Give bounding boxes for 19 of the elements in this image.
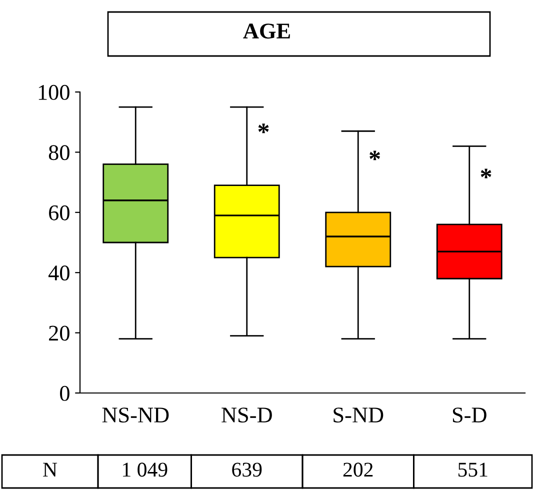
text: 639: [232, 462, 262, 477]
annotation: *: [258, 124, 269, 134]
text: 551: [458, 462, 488, 477]
annotation: *: [480, 168, 492, 178]
x-tick-label: NS-D: [222, 408, 272, 423]
y-tick-label: 80: [48, 145, 70, 160]
y-tick-label: 40: [48, 266, 70, 281]
x-tick-label: S-D: [452, 408, 486, 423]
y-tick-label: 0: [60, 386, 70, 401]
x-tick-label: NS-ND: [102, 408, 169, 423]
y-tick-label: 100: [38, 84, 70, 100]
y-tick-label: 60: [49, 205, 70, 220]
y-tick-label: 20: [49, 326, 70, 341]
x-tick-label: S-ND: [334, 408, 384, 423]
text: N: [43, 462, 58, 477]
annotation: *: [370, 150, 380, 160]
text: 202: [343, 462, 373, 477]
chart-title: AGE: [243, 24, 290, 39]
text: 1 049: [123, 462, 168, 477]
